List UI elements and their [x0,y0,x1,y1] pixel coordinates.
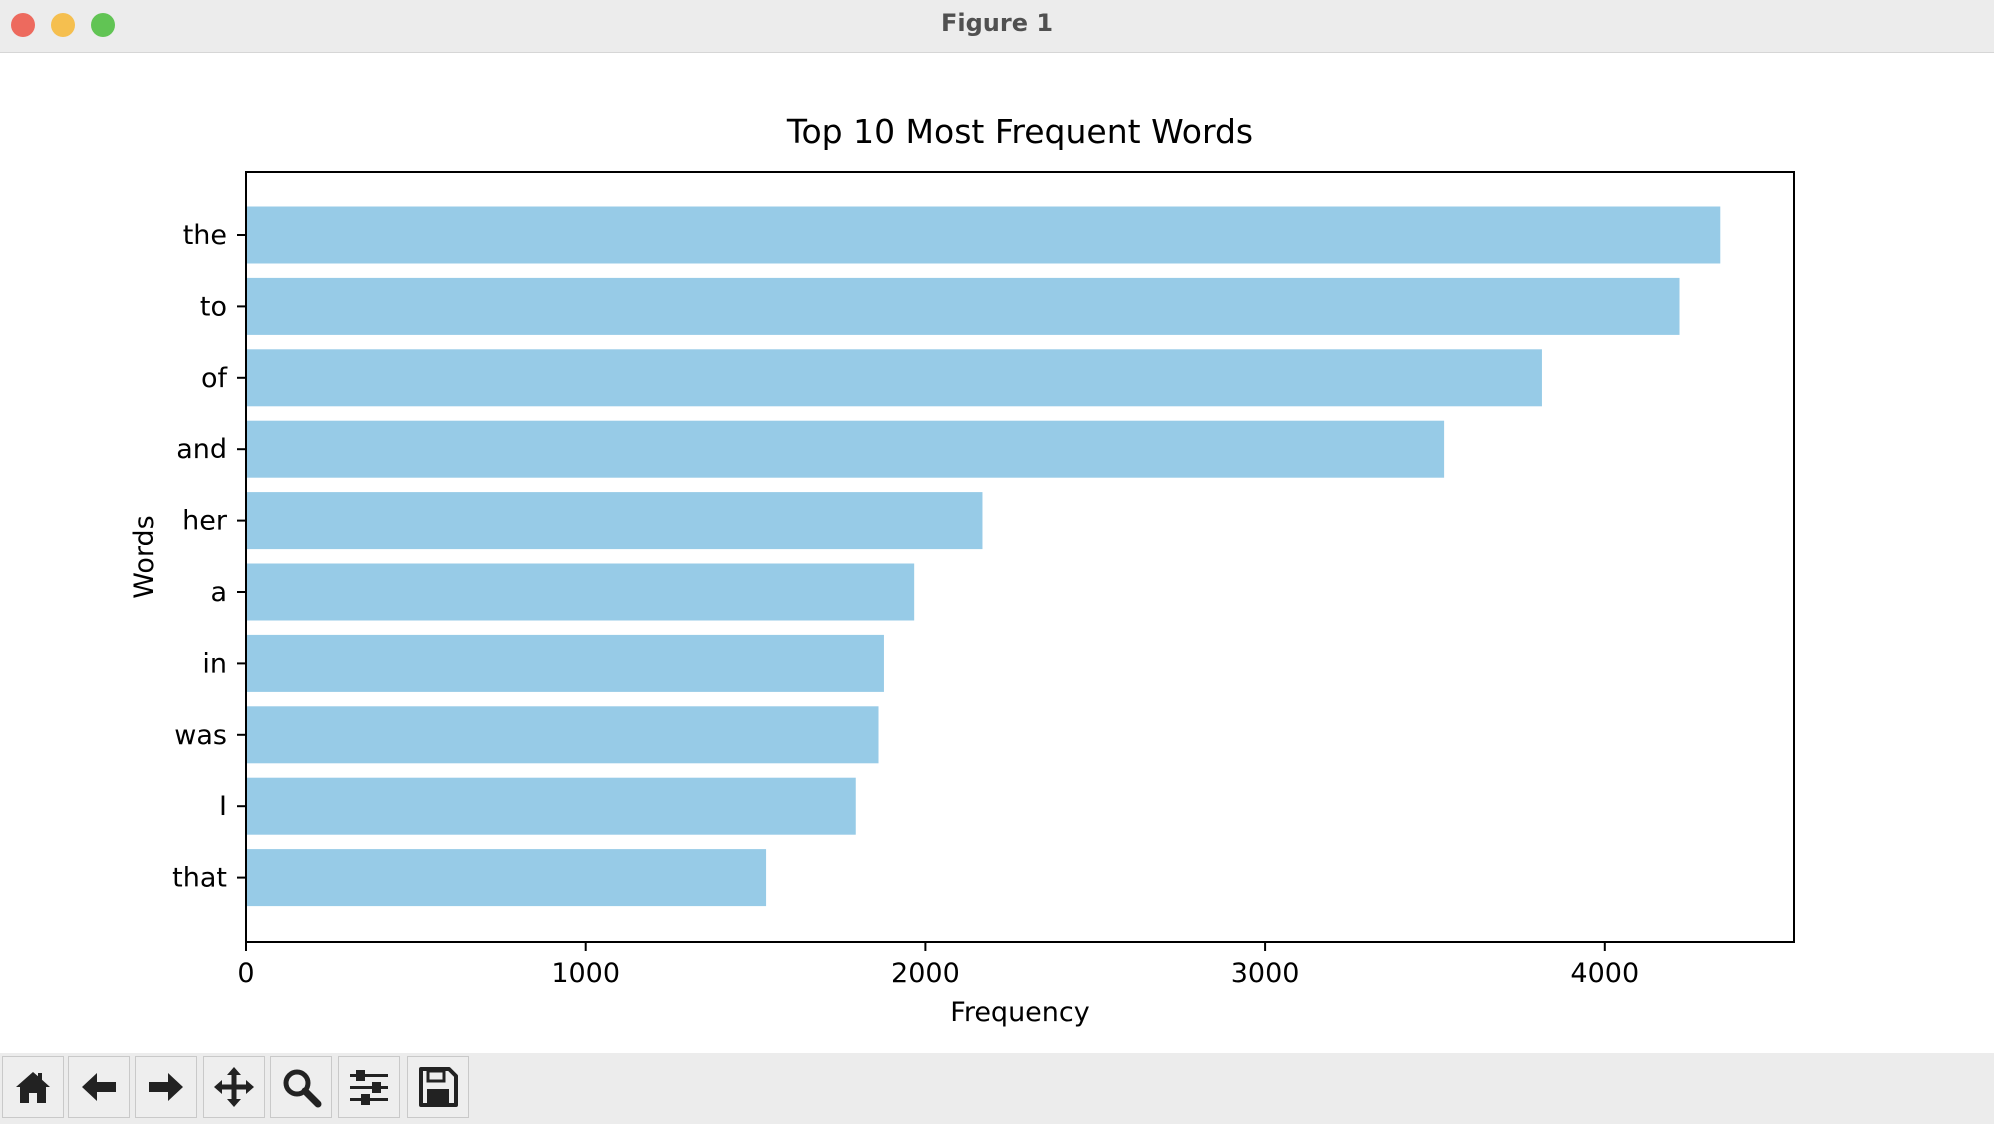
sliders-icon [350,1070,388,1105]
y-tick-label: of [201,363,229,394]
configure-subplots-button[interactable] [338,1056,400,1118]
y-tick-label: was [174,720,227,751]
bar-to [246,277,1680,335]
y-tick-label: her [182,506,228,537]
window-title: Figure 1 [940,9,1054,37]
close-window-button[interactable] [11,13,35,37]
y-tick-label: to [200,291,227,322]
pan-button[interactable] [203,1056,265,1118]
plot-frame [245,171,1795,943]
x-tick-label: 3000 [1231,958,1300,989]
y-tick-label: that [172,863,227,894]
bar-in [246,634,884,692]
y-tick-label: in [202,648,227,679]
magnifier-icon [283,1069,322,1108]
y-tick-label: I [219,791,227,822]
y-tick-label: the [183,220,227,251]
forward-button[interactable] [135,1056,197,1118]
x-axis-ticks: 0 1000 2000 3000 4000 [237,942,1639,989]
bars-group [246,206,1721,907]
bar-was [246,706,879,764]
bar-the [246,206,1721,264]
arrow-left-icon [82,1073,116,1101]
bar-chart: Top 10 Most Frequent Words the to of and her… [129,112,1795,1028]
bar-I [246,777,856,835]
minimize-window-button[interactable] [51,13,75,37]
arrow-right-icon [149,1073,183,1101]
x-tick-label: 1000 [551,958,620,989]
navigation-toolbar [0,1053,1994,1124]
chart-title: Top 10 Most Frequent Words [786,112,1253,151]
maximize-window-button[interactable] [91,13,115,37]
save-button[interactable] [407,1056,469,1118]
bar-and [246,420,1445,478]
x-tick-label: 0 [237,958,254,989]
title-bar: Figure 1 [0,0,1994,53]
back-button[interactable] [68,1056,130,1118]
bar-her [246,492,983,550]
y-axis-label: Words [129,515,160,598]
bar-that [246,849,767,907]
bar-a [246,563,915,621]
x-tick-label: 4000 [1570,958,1639,989]
figure-canvas: Top 10 Most Frequent Words the to of and her… [0,53,1994,1053]
x-axis-label: Frequency [950,997,1090,1028]
y-tick-label: a [210,577,227,608]
x-tick-label: 2000 [891,958,960,989]
floppy-disk-icon [419,1067,458,1107]
bar-of [246,349,1542,407]
home-icon [16,1072,50,1103]
home-button[interactable] [2,1056,64,1118]
zoom-button[interactable] [270,1056,332,1118]
move-icon [214,1067,254,1107]
y-tick-label: and [176,434,227,465]
